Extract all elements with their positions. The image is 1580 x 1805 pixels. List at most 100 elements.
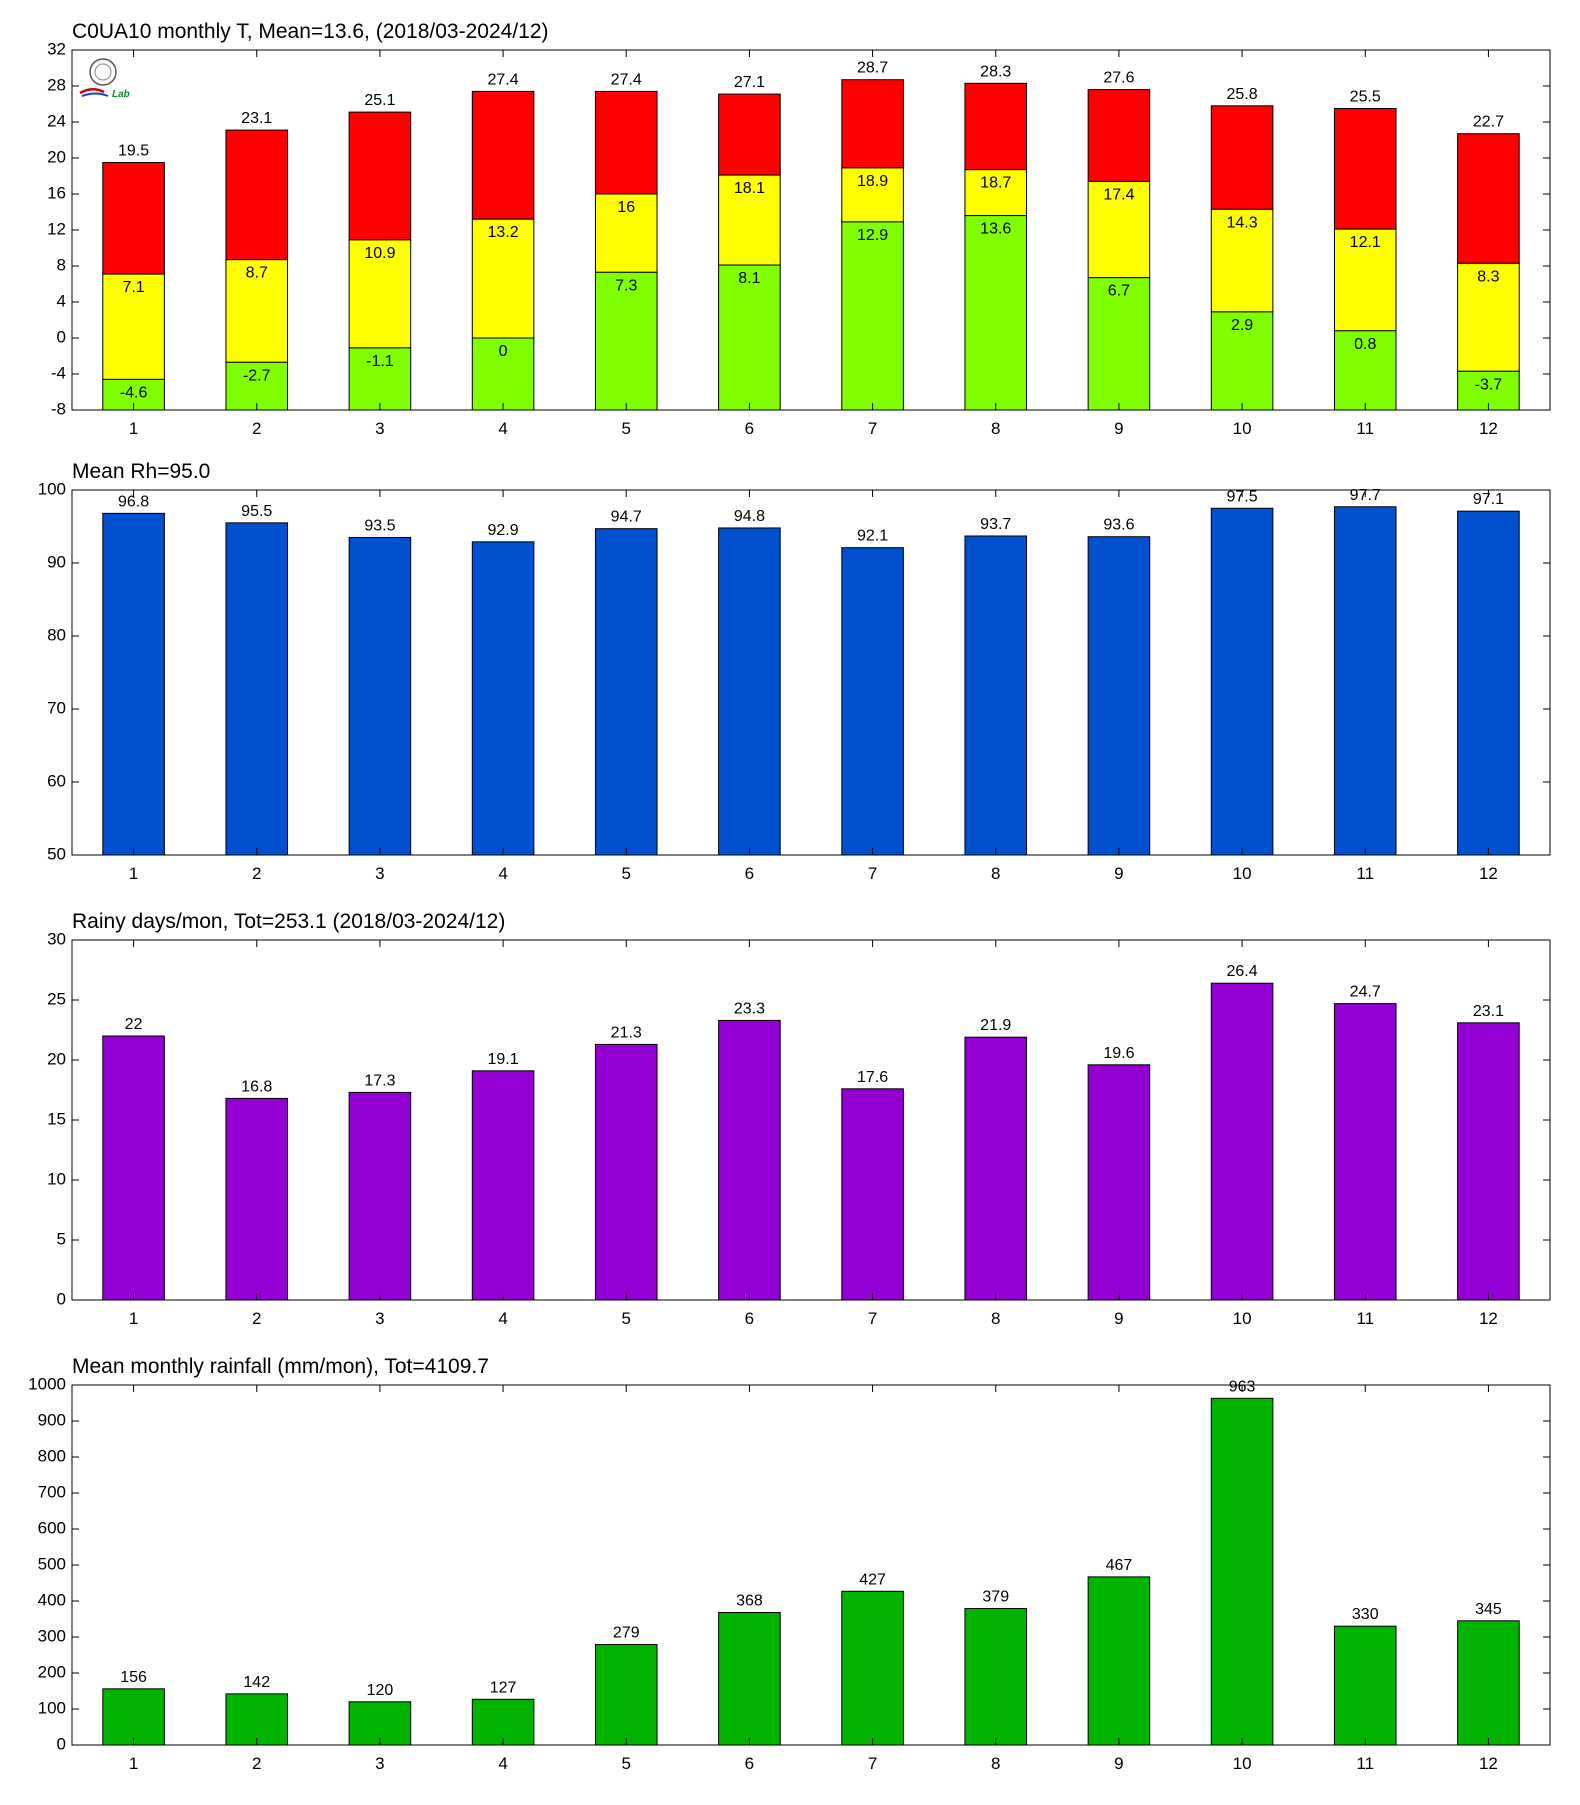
data-label: 368 (736, 1593, 763, 1610)
label-mean: 8.3 (1477, 268, 1499, 285)
label-mean: 18.9 (857, 173, 888, 190)
bar-max (225, 129, 289, 261)
label-max: 28.7 (857, 60, 888, 77)
x-tick-label: 2 (252, 1309, 261, 1328)
x-tick-label: 6 (745, 419, 754, 438)
x-tick-label: 6 (745, 1754, 754, 1773)
x-tick-label: 2 (252, 864, 261, 883)
label-max: 25.1 (364, 92, 395, 109)
bar-max (841, 79, 904, 169)
x-tick-label: 8 (991, 1309, 1000, 1328)
lab-logo: Lab (79, 58, 130, 100)
bar-max (471, 90, 535, 220)
data-label: 22 (125, 1016, 143, 1033)
label-max: 27.6 (1103, 70, 1134, 87)
x-tick-label: 10 (1233, 1309, 1252, 1328)
y-tick-label: 200 (38, 1662, 66, 1681)
x-tick-label: 1 (129, 1754, 138, 1773)
x-tick-label: 4 (498, 419, 507, 438)
label-min: 0.8 (1354, 336, 1376, 353)
y-tick-label: 50 (47, 844, 66, 863)
y-tick-label: 4 (57, 291, 66, 310)
data-label: 23.3 (734, 1000, 765, 1017)
x-tick-label: 7 (868, 419, 877, 438)
y-tick-label: 100 (38, 1698, 66, 1717)
chart-humidity: Mean Rh=95.0 96.8 95.5 93.5 92.9 94.7 94.8 92.1… (38, 460, 1551, 883)
bar (594, 1644, 658, 1746)
bar-mean (225, 259, 289, 363)
bar-max (1210, 105, 1274, 210)
bar (964, 1608, 1028, 1746)
data-label: 17.6 (857, 1069, 888, 1086)
data-label: 330 (1352, 1606, 1379, 1623)
data-label: 279 (613, 1625, 640, 1642)
y-tick-label: 0 (57, 327, 66, 346)
x-tick-label: 12 (1479, 419, 1498, 438)
bar-max (1087, 89, 1151, 182)
chart-temperature: C0UA10 monthly T, Mean=13.6, (2018/03-20… (47, 20, 1551, 438)
label-max: 25.8 (1227, 86, 1258, 103)
y-tick-label: 8 (57, 255, 66, 274)
bar (841, 1590, 904, 1746)
bar-mean (102, 273, 165, 380)
plot-frame (71, 49, 1551, 411)
data-label: 21.9 (980, 1017, 1011, 1034)
x-tick-label: 6 (745, 1309, 754, 1328)
x-tick-label: 7 (868, 1309, 877, 1328)
logo-seal-inner-icon (94, 63, 112, 81)
bar-mean (964, 169, 1028, 217)
bar (964, 1036, 1028, 1301)
x-tick-label: 9 (1114, 1754, 1123, 1773)
label-min: 7.3 (615, 277, 637, 294)
bar-mean (1457, 262, 1520, 372)
x-tick-label: 2 (252, 419, 261, 438)
bar (1210, 1397, 1274, 1746)
label-mean: 17.4 (1103, 186, 1134, 203)
y-tick-label: 500 (38, 1554, 66, 1573)
bar (1333, 1625, 1397, 1746)
y-tick-label: 20 (47, 147, 66, 166)
y-tick-label: 0 (57, 1734, 66, 1753)
x-tick-label: 9 (1114, 419, 1123, 438)
data-label: 94.7 (611, 509, 642, 526)
y-tick-label: 0 (57, 1289, 66, 1308)
y-tick-label: 1000 (28, 1374, 66, 1393)
data-label: 16.8 (241, 1078, 272, 1095)
label-min: 8.1 (738, 270, 760, 287)
bar-mean (1087, 180, 1151, 279)
label-min: 13.6 (980, 221, 1011, 238)
bar-max (1333, 108, 1397, 230)
bar (1457, 1022, 1520, 1301)
y-tick-label: 5 (57, 1229, 66, 1248)
bar-mean (1210, 208, 1274, 313)
label-mean: 10.9 (364, 245, 395, 262)
data-label: 24.7 (1350, 984, 1381, 1001)
label-min: 2.9 (1231, 317, 1253, 334)
bar (594, 1043, 658, 1301)
label-mean: 7.1 (122, 279, 144, 296)
data-label: 379 (982, 1589, 1009, 1606)
bar (225, 522, 289, 856)
bar (348, 1701, 412, 1746)
bar (225, 1097, 289, 1301)
label-min: -4.6 (120, 384, 148, 401)
bar-min (1210, 311, 1274, 411)
bar-min (718, 264, 781, 411)
data-label: 467 (1106, 1557, 1133, 1574)
bar-mean (348, 239, 412, 349)
data-label: 427 (859, 1571, 886, 1588)
y-tick-label: 30 (47, 929, 66, 948)
y-tick-label: 28 (47, 75, 66, 94)
label-max: 23.1 (241, 110, 272, 127)
bar-max (594, 90, 658, 195)
bar (1333, 506, 1397, 856)
x-tick-label: 5 (622, 419, 631, 438)
data-label: 345 (1475, 1601, 1502, 1618)
bar-mean (718, 174, 781, 266)
bar-min (225, 361, 289, 411)
data-label: 95.5 (241, 503, 272, 520)
label-mean: 12.1 (1350, 234, 1381, 251)
data-label: 127 (490, 1679, 517, 1696)
y-tick-label: 400 (38, 1590, 66, 1609)
bar-max (1457, 133, 1520, 264)
